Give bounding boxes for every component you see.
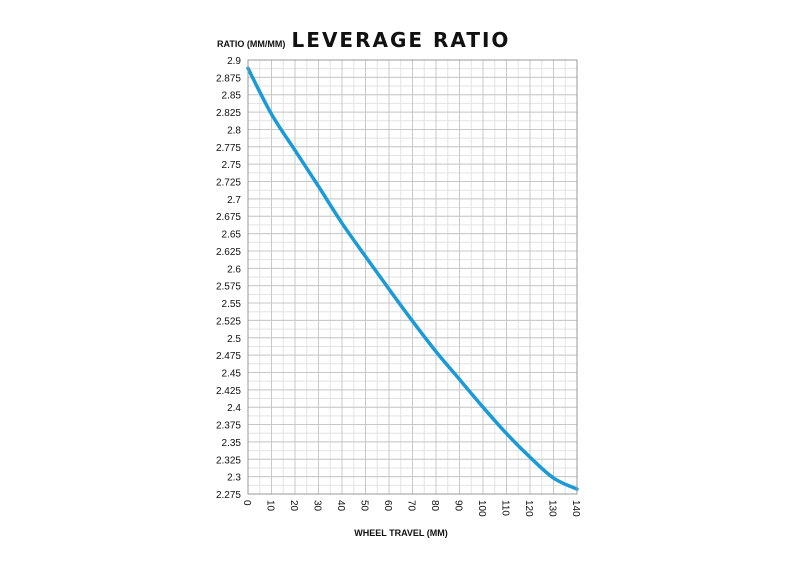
x-tick-label: 130 [547,500,558,517]
y-axis-label: RATIO (MM/MM) [217,39,285,49]
y-tick-label: 2.3 [227,473,241,484]
x-tick-label: 60 [382,500,393,512]
y-tick-label: 2.35 [222,438,242,449]
y-tick-label: 2.675 [216,212,241,223]
y-tick-label: 2.375 [216,421,241,432]
y-tick-label: 2.475 [216,351,241,362]
x-tick-label: 120 [523,500,534,517]
x-tick-label: 10 [265,500,276,512]
y-tick-label: 2.75 [222,160,242,171]
y-tick-label: 2.875 [216,73,241,84]
y-tick-label: 2.5 [227,334,241,345]
x-tick-label: 140 [570,500,581,517]
x-tick-label: 80 [429,500,440,512]
y-tick-label: 2.275 [216,490,241,501]
y-tick-label: 2.625 [216,247,241,258]
x-tick-label: 50 [359,500,370,512]
y-tick-label: 2.725 [216,178,241,189]
plot-frame [247,59,578,495]
chart-title: LEVERAGE RATIO [292,28,511,52]
x-axis-ticks: 0 10 20 30 40 50 60 70 80 90 100 110 120 130 140 [241,500,581,517]
y-tick-label: 2.325 [216,455,241,466]
x-tick-label: 30 [312,500,323,512]
x-tick-label: 110 [500,500,511,516]
y-tick-label: 2.9 [227,56,241,67]
x-tick-label: 70 [406,500,417,512]
x-tick-label: 90 [453,500,464,512]
x-tick-label: 20 [288,500,299,512]
x-tick-label: 0 [241,500,252,506]
leverage-ratio-line [246,66,579,491]
x-tick-label: 40 [335,500,346,512]
y-tick-label: 2.85 [222,91,242,102]
y-axis-ticks: 2.9 2.875 2.85 2.825 2.8 2.775 2.75 2.725 2.7 2.6… [216,56,241,501]
y-tick-label: 2.55 [222,299,242,310]
y-tick-label: 2.575 [216,282,241,293]
y-tick-label: 2.525 [216,316,241,327]
y-tick-label: 2.775 [216,143,241,154]
y-tick-label: 2.4 [227,403,241,414]
y-tick-label: 2.6 [227,264,241,275]
y-tick-label: 2.425 [216,386,241,397]
y-tick-label: 2.8 [227,125,241,136]
y-tick-label: 2.45 [222,368,242,379]
y-tick-label: 2.7 [227,195,241,206]
x-axis-label: WHEEL TRAVEL (MM) [354,528,448,538]
y-tick-label: 2.825 [216,108,241,119]
y-tick-label: 2.65 [222,230,242,241]
x-tick-label: 100 [476,500,487,517]
